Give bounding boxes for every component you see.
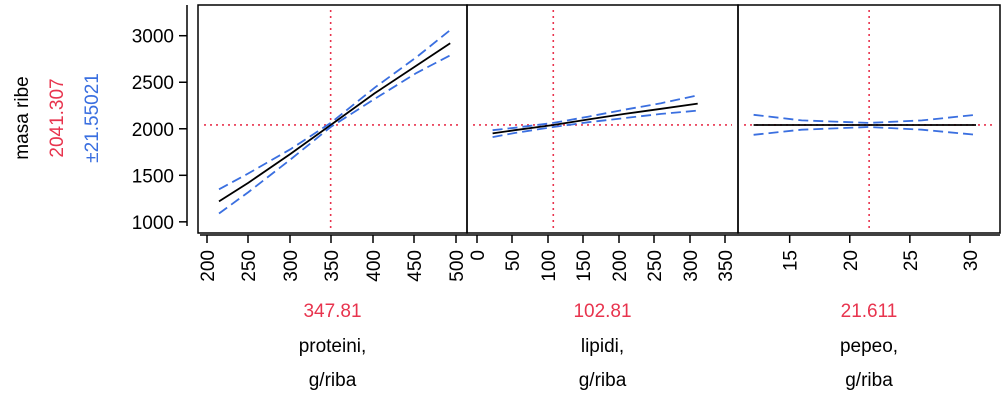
x-tick-label: 0 [468, 250, 489, 261]
x-unit-label: g/riba [579, 370, 627, 391]
panel-frame-3 [737, 4, 1001, 234]
x-unit-label: g/riba [845, 370, 893, 391]
x-tick-label: 50 [503, 250, 524, 271]
x-tick-label: 500 [447, 250, 468, 282]
y-ci-label: ±21.55021 [82, 73, 103, 163]
y-current-value: 2041.307 [47, 78, 68, 157]
y-axis-title: masa ribe [12, 76, 33, 159]
y-tick-label: 1500 [132, 166, 174, 187]
series-upper-line [753, 113, 977, 124]
x-current-value: 102.81 [573, 301, 631, 322]
x-tick-label: 450 [405, 250, 426, 282]
x-tick-label: 350 [322, 250, 343, 282]
x-tick-label: 350 [716, 250, 737, 282]
series-lower-line [492, 109, 698, 138]
series-lower-line [218, 54, 451, 215]
x-tick-label: 20 [841, 250, 862, 271]
panel-frame-2 [466, 4, 739, 234]
x-tick-label: 250 [239, 250, 260, 282]
x-tick-label: 15 [781, 250, 802, 271]
x-tick-label: 100 [539, 250, 560, 282]
series-lower-line [753, 126, 977, 136]
x-tick-label: 300 [281, 250, 302, 282]
y-tick-label: 2500 [132, 73, 174, 94]
x-factor-label: pepeo, [840, 336, 898, 357]
x-tick-label: 25 [901, 250, 922, 271]
x-tick-label: 300 [681, 250, 702, 282]
y-tick-label: 1000 [132, 213, 174, 234]
x-factor-label: lipidi, [581, 336, 624, 357]
y-tick-label: 2000 [132, 120, 174, 141]
x-tick-label: 150 [574, 250, 595, 282]
x-tick-label: 200 [198, 250, 219, 282]
x-tick-label: 400 [364, 250, 385, 282]
series-prediction-line [492, 102, 698, 135]
x-current-value: 347.81 [303, 301, 361, 322]
series-upper-line [218, 29, 451, 191]
x-factor-label: proteini, [299, 336, 367, 357]
x-unit-label: g/riba [309, 370, 357, 391]
y-tick-label: 3000 [132, 27, 174, 48]
x-tick-label: 200 [610, 250, 631, 282]
x-tick-label: 30 [961, 250, 982, 271]
series-upper-line [492, 94, 698, 132]
x-tick-label: 250 [645, 250, 666, 282]
x-current-value: 21.611 [841, 301, 898, 322]
series-prediction-line [218, 42, 451, 203]
